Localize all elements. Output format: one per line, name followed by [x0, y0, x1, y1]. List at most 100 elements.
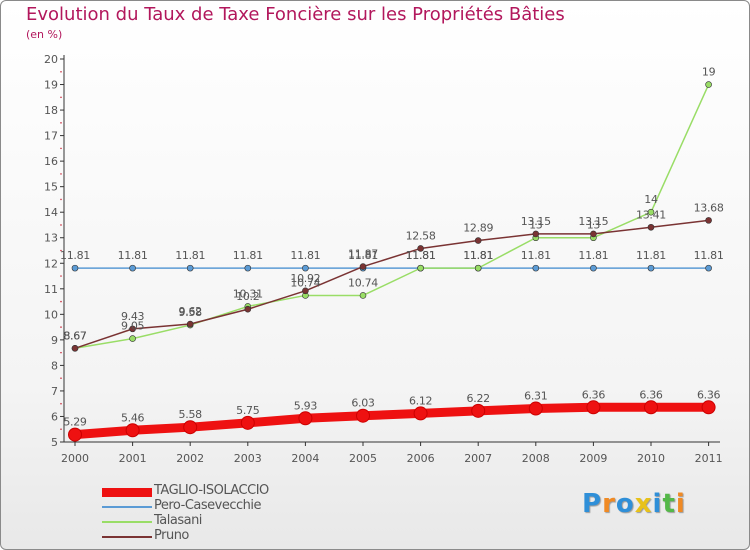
data-label: 11.81: [406, 249, 436, 262]
data-point: [417, 245, 424, 252]
series-line: [70, 402, 714, 440]
y-tick-label: 8: [51, 359, 58, 372]
data-label: 10.31: [233, 287, 263, 300]
data-label: 5.58: [179, 408, 203, 421]
series-line: [74, 83, 710, 350]
data-point: [359, 263, 367, 270]
x-tick-label: 2009: [579, 452, 607, 465]
y-tick-label: 6: [51, 410, 58, 423]
data-label: 9.43: [121, 310, 145, 323]
data-label: 11.81: [636, 249, 666, 262]
data-label: 11.81: [463, 249, 493, 262]
y-minor-tick: [60, 70, 62, 73]
y-tick-label: 18: [44, 104, 58, 117]
data-point: [71, 264, 79, 272]
data-label: 12.58: [406, 229, 436, 242]
data-label: 10.74: [348, 276, 378, 289]
data-point: [532, 230, 540, 238]
y-minor-tick: [60, 351, 62, 354]
data-point: [647, 223, 655, 231]
x-tick-label: 2004: [291, 452, 319, 465]
data-point: [647, 264, 655, 272]
data-label: 13: [587, 219, 601, 232]
data-point: [359, 292, 367, 299]
data-label: 19: [702, 66, 716, 79]
data-point: [590, 230, 597, 238]
data-point: [417, 264, 424, 272]
data-point: [129, 325, 136, 333]
data-label: 5.46: [121, 411, 145, 424]
logo-letter: o: [615, 489, 635, 519]
legend-swatch: [102, 488, 152, 497]
x-tick-label: 2005: [349, 452, 377, 465]
y-tick-label: 12: [44, 257, 58, 270]
legend-label: Pruno: [154, 528, 189, 543]
data-label: 12.89: [463, 222, 493, 235]
y-minor-tick: [60, 275, 62, 277]
legend-swatch: [102, 506, 152, 508]
data-label: 13.68: [694, 201, 724, 214]
data-point: [183, 420, 198, 435]
data-point: [244, 264, 252, 272]
y-minor-tick: [60, 173, 62, 175]
data-point: [240, 415, 255, 430]
x-tick-label: 2002: [176, 452, 204, 465]
series-line: [74, 219, 710, 350]
data-label: 10.2: [236, 290, 259, 303]
logo-letter: P: [582, 489, 603, 519]
y-minor-tick: [60, 402, 62, 405]
data-label: 11.87: [348, 248, 378, 261]
data-label: 11.81: [60, 249, 90, 262]
data-label: 6.03: [351, 397, 375, 410]
x-tick-label: 2007: [464, 452, 492, 465]
data-label: 13.15: [578, 215, 608, 228]
data-label: 6.36: [639, 388, 663, 401]
x-tick-label: 2001: [119, 452, 147, 465]
data-point: [302, 264, 309, 272]
y-tick-label: 16: [44, 155, 58, 168]
data-label: 8.67: [63, 329, 87, 342]
logo-letter: i: [652, 489, 663, 519]
data-label: 13.41: [636, 208, 666, 221]
data-label: 14: [644, 193, 658, 206]
data-label: 11.81: [118, 249, 148, 262]
data-point: [129, 264, 136, 272]
data-point: [705, 264, 712, 272]
data-point: [68, 427, 82, 442]
chart-title: Evolution du Taux de Taxe Foncière sur l…: [26, 4, 565, 25]
y-tick-label: 19: [44, 79, 58, 92]
proxiti-logo: Proxiti: [582, 489, 686, 519]
data-label: 11.81: [521, 249, 551, 262]
x-tick-label: 2006: [407, 452, 435, 465]
logo-letter: t: [662, 489, 676, 519]
legend-swatch: [102, 521, 152, 523]
data-label: 6.36: [582, 388, 606, 401]
data-label: 11.81: [406, 249, 436, 262]
data-point: [298, 411, 313, 426]
y-tick-label: 9: [51, 334, 58, 347]
logo-letter: i: [675, 489, 686, 519]
data-point: [528, 401, 543, 416]
y-tick-label: 5: [51, 436, 58, 449]
data-label: 6.12: [409, 394, 432, 407]
data-label: 5.29: [63, 416, 87, 429]
y-tick-label: 17: [44, 130, 58, 143]
y-minor-tick: [60, 300, 62, 303]
data-point: [129, 335, 136, 342]
data-label: 5.75: [236, 404, 260, 417]
data-label: 9.62: [179, 305, 202, 318]
data-label: 10.92: [290, 272, 320, 285]
y-tick-label: 20: [44, 53, 58, 66]
y-minor-tick: [60, 122, 62, 124]
y-minor-tick: [60, 147, 62, 150]
y-tick-label: 11: [44, 283, 58, 296]
legend-label: Pero-Casevecchie: [154, 498, 261, 513]
x-tick-label: 2010: [637, 452, 665, 465]
x-tick-label: 2011: [695, 452, 723, 465]
legend-swatch: [102, 536, 152, 538]
data-point: [413, 406, 428, 421]
y-tick-label: 7: [51, 385, 58, 398]
data-point: [244, 305, 252, 313]
y-minor-tick: [60, 198, 62, 201]
